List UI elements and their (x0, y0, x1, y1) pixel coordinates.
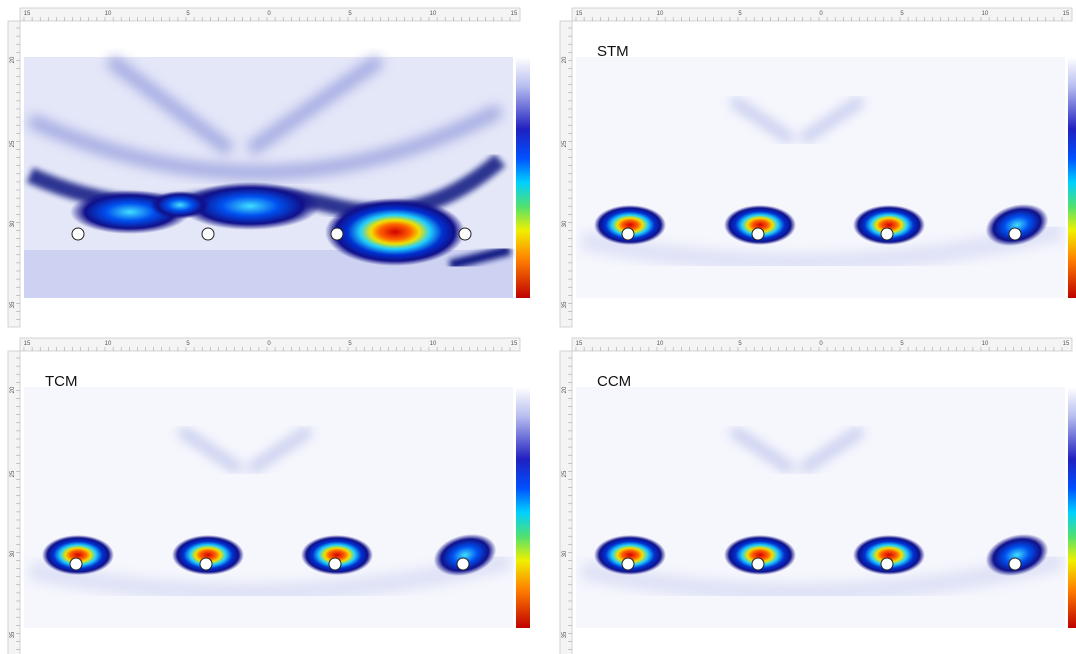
ruler-label: 15 (24, 341, 31, 347)
ruler-label: 10 (430, 11, 437, 17)
target-marker (329, 558, 341, 570)
target-marker (881, 228, 893, 240)
panel-label: STM (597, 43, 629, 60)
hotspot (325, 198, 465, 266)
ruler-label: 35 (10, 631, 16, 638)
target-marker (202, 228, 214, 240)
ruler-label: 20 (10, 56, 16, 63)
target-marker (200, 558, 212, 570)
ruler-label: 30 (562, 220, 568, 227)
ruler-label: 15 (1063, 11, 1070, 17)
ruler-label: 25 (10, 470, 16, 477)
ruler-label: 10 (657, 11, 664, 17)
panel-label: CCM (597, 373, 631, 390)
ruler-label: 35 (562, 631, 568, 638)
target-marker (331, 228, 343, 240)
target-marker (622, 558, 634, 570)
ruler-label: 30 (10, 220, 16, 227)
ruler-label: 20 (562, 386, 568, 393)
ruler-label: 15 (576, 341, 583, 347)
ruler-label: 20 (10, 386, 16, 393)
ruler-label: 10 (430, 341, 437, 347)
target-marker (459, 228, 471, 240)
ruler-label: 10 (982, 341, 989, 347)
colorbar (516, 57, 530, 298)
ruler-label: 35 (10, 301, 16, 308)
ruler-label: 30 (10, 550, 16, 557)
ruler-label: 15 (576, 11, 583, 17)
ruler-label: 15 (511, 11, 518, 17)
ruler-label: 30 (562, 550, 568, 557)
target-marker (72, 228, 84, 240)
ruler-label: 10 (657, 341, 664, 347)
left-ruler (8, 351, 20, 654)
target-marker (752, 228, 764, 240)
image-area (24, 387, 513, 628)
ruler-label: 25 (10, 140, 16, 147)
ruler-label: 35 (562, 301, 568, 308)
hotspot (150, 191, 210, 219)
target-marker (1009, 228, 1021, 240)
target-marker (881, 558, 893, 570)
ruler-label: 15 (511, 341, 518, 347)
figure: 15105051015202530351510505101520253035ST… (0, 0, 1076, 654)
target-marker (457, 558, 469, 570)
image-area (576, 57, 1065, 298)
target-marker (1009, 558, 1021, 570)
image-area (24, 57, 513, 298)
panel-label: TCM (45, 373, 78, 390)
left-ruler (560, 351, 572, 654)
ruler-label: 10 (105, 341, 112, 347)
ruler-label: 15 (24, 11, 31, 17)
ruler-label: 10 (105, 11, 112, 17)
target-marker (70, 558, 82, 570)
ruler-label: 25 (562, 470, 568, 477)
ruler-label: 10 (982, 11, 989, 17)
colorbar (516, 387, 530, 628)
target-marker (752, 558, 764, 570)
image-area (576, 387, 1065, 628)
ruler-label: 20 (562, 56, 568, 63)
ruler-label: 15 (1063, 341, 1070, 347)
colorbar (1068, 57, 1076, 298)
ruler-label: 25 (562, 140, 568, 147)
colorbar (1068, 387, 1076, 628)
target-marker (622, 228, 634, 240)
